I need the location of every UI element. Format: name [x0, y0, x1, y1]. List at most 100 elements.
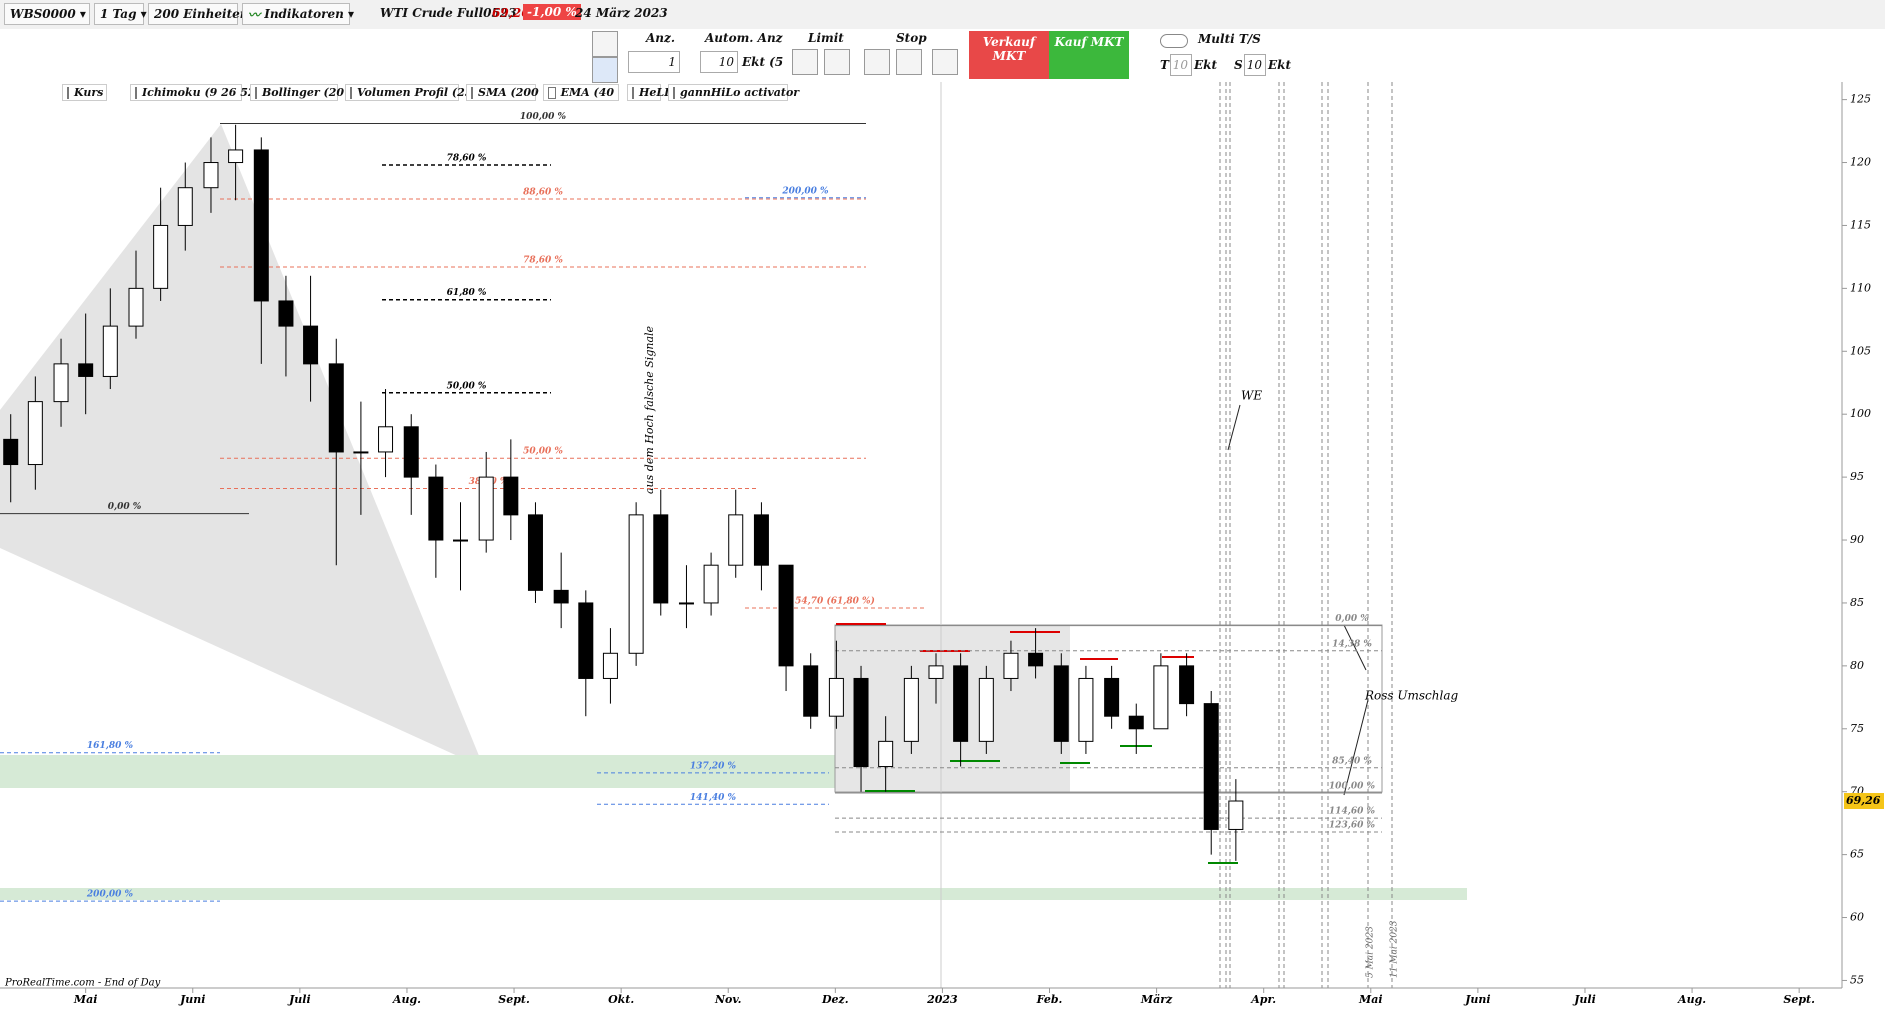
indicator-chip[interactable]: Kurs	[62, 84, 107, 101]
buy-market-button[interactable]: Kauf MKT	[1049, 31, 1129, 79]
candle-body	[27, 401, 43, 466]
limit-buy-button[interactable]	[792, 49, 818, 75]
fib-label: 0,00 %	[1335, 614, 1369, 624]
date-marker-label: 11 Mai 2023	[1390, 920, 1400, 978]
candle-body	[1003, 652, 1019, 679]
indicator-name: Bollinger (20 2	[262, 86, 356, 99]
limit-sell-button[interactable]	[824, 49, 850, 75]
candle-body	[928, 665, 944, 679]
indicator-chip[interactable]: Volumen Profil (25	[345, 84, 472, 101]
fib-label: 14,38 %	[1332, 639, 1372, 649]
candle-body	[953, 665, 969, 742]
x-tick-label: Sept.	[1783, 993, 1815, 1006]
fib-label: 114,60 %	[1329, 807, 1376, 817]
indicator-chip[interactable]: Bollinger (20 2	[250, 84, 355, 101]
settings-button[interactable]	[592, 31, 618, 57]
candle-body	[1179, 665, 1195, 705]
calculator-button[interactable]	[592, 57, 618, 83]
x-tick-label: 2023	[926, 993, 958, 1006]
candle-body	[53, 363, 69, 403]
indicator-chip[interactable]: Ichimoku (9 26 52	[130, 84, 256, 101]
top-toolbar: WBS0000 ▾ 1 Tag ▾ 200 Einheiten ▾ 〰 Indi…	[0, 0, 1885, 30]
qty-input[interactable]: 1	[628, 51, 680, 73]
auto-qty-input[interactable]: 10	[700, 51, 738, 73]
y-tick-label: 65	[1850, 848, 1864, 861]
price-change: -1,00 %	[523, 4, 581, 20]
candle-body	[177, 187, 193, 226]
x-tick-label: Mai	[1358, 993, 1382, 1006]
fib-label: 0,00 %	[108, 502, 142, 512]
stop-sell-button[interactable]	[896, 49, 922, 75]
indicator-chip[interactable]: EMA (40	[543, 84, 619, 101]
indicator-chip[interactable]: gannHiLo activator	[668, 84, 799, 101]
fib-label: 78,60 %	[523, 255, 563, 265]
fib-label: 137,20 %	[690, 761, 737, 771]
units-select[interactable]: 200 Einheiten ▾	[148, 3, 259, 25]
candle-body	[78, 363, 94, 377]
indicator-name: Kurs	[74, 86, 104, 99]
stop-extra-button[interactable]	[932, 49, 958, 75]
candle-body	[703, 564, 719, 604]
y-tick-label: 95	[1850, 470, 1864, 483]
x-tick-label: Apr.	[1250, 993, 1276, 1006]
support-zone	[0, 755, 975, 788]
candle-body	[3, 438, 19, 466]
wave-triangle	[0, 124, 484, 768]
t-input[interactable]: 10	[1170, 54, 1192, 76]
candle-body	[878, 740, 894, 768]
buy-label: Kauf MKT	[1054, 35, 1124, 49]
source-note: ProRealTime.com - End of Day	[4, 978, 161, 989]
x-tick-label: Sept.	[498, 993, 530, 1006]
candle-body	[478, 476, 494, 541]
candle-body	[602, 652, 618, 679]
fib-label: 61,80 %	[447, 288, 487, 298]
account-select[interactable]: WBS0000 ▾	[4, 3, 90, 25]
sell-market-button[interactable]: Verkauf MKT	[969, 31, 1049, 79]
candle-body	[303, 325, 319, 365]
support-zone	[0, 888, 1467, 900]
s-unit: Ekt	[1268, 58, 1292, 72]
candle-body	[778, 564, 794, 667]
x-tick-label: Juli	[1572, 993, 1596, 1006]
candle-body	[428, 476, 444, 541]
candle-body	[678, 602, 694, 605]
indicators: Indikatoren	[264, 7, 344, 21]
candle-body	[1078, 677, 1094, 742]
indicator-chip[interactable]: HeLL	[627, 84, 672, 101]
auto-qty-label: Autom. Anz	[705, 31, 783, 45]
candle-body	[153, 224, 169, 289]
fib-label: 141,40 %	[690, 793, 737, 803]
multi-label: Multi T/S	[1198, 32, 1261, 46]
x-tick-label: Okt.	[608, 993, 634, 1006]
x-tick-label: Juni	[178, 993, 205, 1006]
candle-body	[203, 162, 219, 189]
annotation: Ross Umschlag	[1364, 689, 1458, 703]
x-tick-label: Mai	[73, 993, 97, 1006]
x-tick-label: Dez.	[821, 993, 849, 1006]
candle-body	[1028, 652, 1044, 667]
indicator-chip[interactable]: SMA (200	[466, 84, 539, 101]
candle-body	[653, 514, 669, 604]
y-tick-label: 125	[1850, 93, 1871, 106]
candle-body	[328, 363, 344, 453]
y-tick-label: 60	[1850, 911, 1864, 924]
candle-body	[353, 451, 369, 454]
x-tick-label: Aug.	[1677, 993, 1706, 1006]
indicators-menu[interactable]: 〰 Indikatoren ▾	[242, 3, 354, 25]
candle-body	[1153, 665, 1169, 730]
s-input[interactable]: 10	[1244, 54, 1266, 76]
period-select[interactable]: 1 Tag ▾	[94, 3, 147, 25]
x-tick-label: Aug.	[392, 993, 421, 1006]
toggle[interactable]	[1160, 34, 1188, 48]
y-tick-label: 90	[1850, 533, 1864, 546]
account: WBS0000	[10, 7, 76, 21]
auto-qty-unit: Ekt (5	[742, 55, 784, 69]
stop-buy-button[interactable]	[864, 49, 890, 75]
qty-label: Anz.	[646, 31, 676, 45]
date-marker-label: 5 Mai 2023	[1366, 926, 1376, 978]
candle-body	[503, 476, 519, 516]
candle-body	[403, 426, 419, 478]
candle-body	[1128, 715, 1144, 730]
fib-label: 50,00 %	[523, 447, 563, 457]
